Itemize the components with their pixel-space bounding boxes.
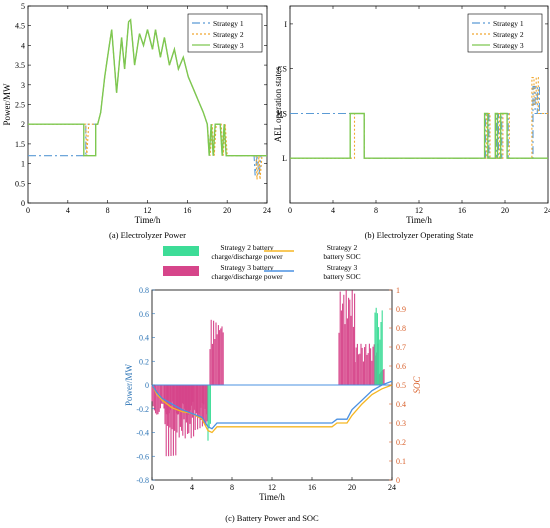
panel-c-xtick-label: 0 <box>150 483 154 492</box>
panel-a: 0 0.5 1 1.5 2 2.5 3 3.5 4 4.5 5 0 4 8 12 16 20 24 Time/h Po… <box>2 2 271 240</box>
panel-a-ytick-label: 2.5 <box>15 101 25 110</box>
panel-c-xtick-label: 16 <box>308 483 316 492</box>
panel-b-xtick-label: 24 <box>544 206 550 215</box>
panel-a-legend-label: Strategy 2 <box>213 30 244 39</box>
panel-a-legend <box>187 13 263 53</box>
panel-c-ytick-left-label: 0.6 <box>139 310 149 319</box>
panel-a-caption: (a) Electrolyzer Power <box>109 230 186 240</box>
panel-c-legend-label: Strategy 2 <box>327 243 358 252</box>
panel-c-ytick-right-label: 0.3 <box>396 419 406 428</box>
panel-c-ytick-left-label: -0.8 <box>136 476 149 485</box>
panel-c-caption: (c) Battery Power and SOC <box>225 513 319 523</box>
panel-a-xtick-label: 8 <box>106 206 110 215</box>
panel-b-legend-label: Strategy 2 <box>493 30 524 39</box>
panel-c-ytick-right-label: 0.2 <box>396 438 406 447</box>
panel-c-ytick-right-label: 0.8 <box>396 324 406 333</box>
panel-b-xtick-label: 12 <box>415 206 423 215</box>
panel-c-xtick-label: 24 <box>388 483 396 492</box>
panel-b-xlabel: Time/h <box>406 215 432 225</box>
panel-a-xtick-label: 16 <box>183 206 191 215</box>
panel-b-ytick-label: HS <box>277 109 287 118</box>
panel-c-ytick-left-label: 0 <box>145 381 149 390</box>
panel-c-xtick-label: 12 <box>268 483 276 492</box>
panel-b-series-line <box>290 77 548 159</box>
panel-c-ytick-left-label: 0.4 <box>139 334 149 343</box>
panel-a-ytick-label: 0 <box>21 199 25 208</box>
panel-c-xtick-label: 4 <box>190 483 194 492</box>
panel-b-series-line <box>290 86 548 159</box>
panel-a-ytick-label: 5 <box>21 2 25 11</box>
panel-c-legend-patch <box>163 266 199 276</box>
panel-b-ytick-label: L <box>282 154 287 163</box>
panel-c-ytick-left-label: 0.8 <box>139 286 149 295</box>
panel-a-ylabel: Power/MW <box>2 83 12 125</box>
panel-c-soc-line <box>151 380 393 430</box>
panel-c-xlabel: Time/h <box>259 492 285 502</box>
panel-b-caption: (b) Electrolyzer Operating State <box>365 230 474 240</box>
panel-a-ytick-label: 3 <box>21 81 25 90</box>
panel-b-legend-label: Strategy 3 <box>493 41 524 50</box>
panel-c-xtick-label: 8 <box>230 483 234 492</box>
panel-a-xtick-label: 12 <box>144 206 152 215</box>
panel-b-series-line <box>290 112 548 159</box>
panel-b-xtick-label: 16 <box>458 206 466 215</box>
panel-a-xtick-label: 4 <box>66 206 70 215</box>
panel-c-legend-label-2: charge/discharge power <box>211 272 283 281</box>
panel-c-soc-line <box>151 384 393 434</box>
panel-a-series-line <box>28 18 267 157</box>
panel-c-ytick-right-label: 0.6 <box>396 362 406 371</box>
panel-b-xtick-label: 4 <box>331 206 335 215</box>
panel-a-xlabel: Time/h <box>135 215 161 225</box>
panel-c-legend-patch <box>163 246 199 256</box>
panel-a-ytick-label: 2 <box>21 120 25 129</box>
panel-c-legend-label: Strategy 2 battery <box>220 243 274 252</box>
panel-c-ytick-right-label: 0.4 <box>396 400 406 409</box>
panel-b-legend-label: Strategy 1 <box>493 19 524 28</box>
panel-b-legend <box>467 13 543 53</box>
panel-b-ytick-label: CS <box>277 65 287 74</box>
panel-c: -0.8 -0.6 -0.4 -0.2 0 0.2 0.4 0.6 0.8 0 0.1 0.2 0.3 0… <box>124 243 422 523</box>
panel-a-legend-label: Strategy 3 <box>213 41 244 50</box>
panel-a-legend-label: Strategy 1 <box>213 19 244 28</box>
panel-c-ytick-right-label: 0.1 <box>396 457 406 466</box>
panel-a-ytick-label: 3.5 <box>15 61 25 70</box>
panel-a-ytick-label: 0.5 <box>15 179 25 188</box>
panel-b-xtick-label: 8 <box>374 206 378 215</box>
panel-c-ytick-right-label: 1 <box>396 286 400 295</box>
panel-c-legend-label-2: charge/discharge power <box>211 252 283 261</box>
panel-c-ylabel-left: Power/MW <box>124 364 134 406</box>
panel-a-xtick-label: 24 <box>263 206 271 215</box>
panel-a-ytick-label: 1 <box>21 160 25 169</box>
panel-a-ytick-label: 1.5 <box>15 140 25 149</box>
panel-c-ytick-left-label: -0.2 <box>136 405 149 414</box>
panel-b: L HS CS I 0 4 8 12 16 20 24 Time/h AEL operation sta… <box>273 5 550 240</box>
panel-c-ytick-left-label: -0.4 <box>136 429 149 438</box>
panel-a-xtick-label: 0 <box>26 206 30 215</box>
panel-b-ylabel: AEL operation states <box>273 66 283 142</box>
panel-c-ytick-left-label: 0.2 <box>139 357 149 366</box>
panel-a-ytick-label: 4 <box>21 41 25 50</box>
panel-c-ytick-left-label: -0.6 <box>136 452 149 461</box>
panel-a-xtick-label: 20 <box>223 206 231 215</box>
panel-c-ytick-right-label: 0.9 <box>396 305 406 314</box>
panel-c-ylabel-right: SOC <box>412 376 422 394</box>
panel-b-ytick-label: I <box>284 20 287 29</box>
panel-a-ytick-label: 4.5 <box>15 22 25 31</box>
panel-c-legend-label-2: battery SOC <box>323 272 360 281</box>
panel-c-ytick-right-label: 0 <box>396 476 400 485</box>
panel-c-xtick-label: 20 <box>348 483 356 492</box>
panel-c-legend-label: Strategy 3 <box>327 263 358 272</box>
panel-c-legend-label: Strategy 3 battery <box>220 263 274 272</box>
panel-c-ytick-right-label: 0.7 <box>396 343 406 352</box>
panel-b-xtick-label: 20 <box>501 206 509 215</box>
panel-b-xtick-label: 0 <box>288 206 292 215</box>
panel-c-ytick-right-label: 0.5 <box>396 381 406 390</box>
panel-c-legend-label-2: battery SOC <box>323 252 360 261</box>
